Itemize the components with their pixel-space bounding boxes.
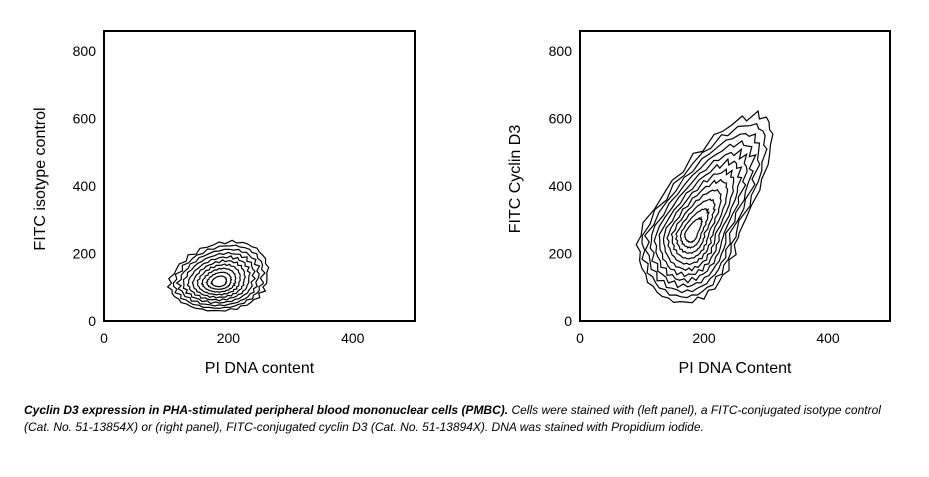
right-contour-line [653, 147, 748, 284]
left-x-tick-labels: 0 200 400 [100, 330, 365, 346]
left-y-tick-labels: 0 200 400 600 800 [73, 43, 97, 329]
right-y-axis-label: FITC Cyclin D3 [507, 125, 524, 234]
right-contour-line [635, 109, 774, 304]
left-panel: 0 200 400 600 800 0 200 400 PI DNA content FIT… [32, 30, 416, 377]
right-contour-line [662, 168, 735, 272]
left-y-tick-label: 0 [88, 313, 96, 329]
left-y-tick-label: 600 [73, 111, 97, 127]
left-contour-line [182, 251, 256, 305]
right-x-tick-label: 400 [816, 330, 840, 346]
right-contour-line [658, 157, 743, 278]
left-y-tick-label: 800 [73, 43, 97, 59]
left-contour-line [205, 271, 233, 290]
left-contour-line [172, 244, 266, 310]
right-contour-line [644, 132, 761, 294]
left-contour-line [175, 248, 261, 307]
caption-body: Cells were stained with (left panel), a … [24, 403, 881, 434]
left-y-tick-label: 400 [73, 178, 97, 194]
right-contour-line [679, 208, 710, 249]
right-x-tick-labels: 0 200 400 [576, 330, 840, 346]
right-contour-line [674, 198, 716, 254]
left-plot-frame [103, 30, 416, 322]
right-y-tick-label: 400 [549, 178, 573, 194]
left-y-tick-label: 200 [73, 246, 97, 262]
left-x-tick-label: 0 [100, 330, 108, 346]
left-x-tick-label: 400 [341, 330, 365, 346]
right-contour-line [684, 216, 704, 243]
right-contour-line [641, 122, 768, 299]
right-contour-line [649, 139, 757, 289]
right-contour-lines [635, 109, 774, 304]
left-contour-line [196, 263, 241, 296]
figure-caption: Cyclin D3 expression in PHA-stimulated p… [24, 402, 904, 436]
right-y-tick-label: 600 [549, 111, 573, 127]
caption-lead: Cyclin D3 expression in PHA-stimulated p… [24, 403, 509, 417]
left-contour-line [200, 267, 237, 293]
left-contour-line [210, 275, 228, 288]
figure: 0 200 400 600 800 0 200 400 PI DNA content FIT… [32, 30, 891, 377]
right-y-tick-label: 0 [564, 313, 572, 329]
left-x-tick-label: 200 [217, 330, 241, 346]
right-contour-line [670, 189, 722, 260]
left-contour-line [186, 255, 251, 302]
left-x-axis-label: PI DNA content [205, 360, 315, 377]
right-y-tick-label: 200 [549, 246, 573, 262]
left-contour-line [191, 259, 246, 299]
right-x-tick-label: 200 [692, 330, 716, 346]
right-plot-frame [579, 30, 891, 322]
right-x-axis-label: PI DNA Content [679, 360, 793, 377]
left-contour-line [166, 239, 270, 312]
right-y-tick-label: 800 [549, 43, 573, 59]
right-x-tick-label: 0 [576, 330, 584, 346]
left-contour-lines [166, 239, 270, 312]
left-y-axis-label: FITC isotype control [32, 107, 49, 250]
right-y-tick-labels: 0 200 400 600 800 [549, 43, 573, 329]
right-panel: 0 200 400 600 800 0 200 400 PI DNA Content FIT… [507, 30, 891, 377]
right-contour-line [666, 178, 729, 266]
